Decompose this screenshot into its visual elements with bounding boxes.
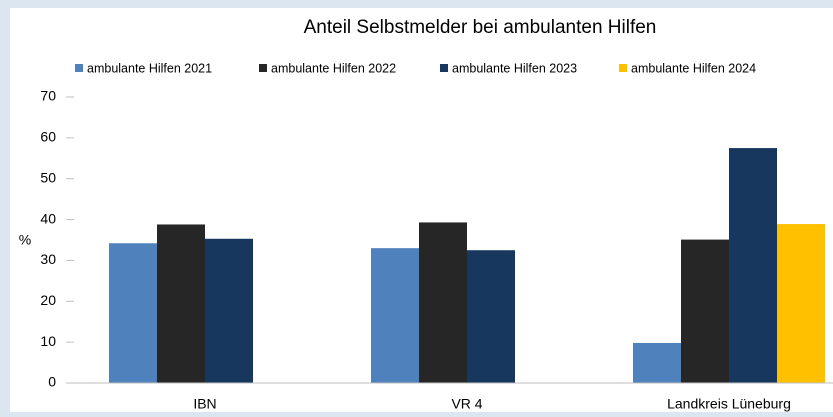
legend-label: ambulante Hilfen 2021 [87, 61, 212, 75]
bar [205, 238, 253, 383]
bar [371, 248, 419, 383]
chart-title: Anteil Selbstmelder bei ambulanten Hilfe… [304, 17, 657, 38]
y-tick-label: 30 [40, 251, 56, 267]
y-tick-label: 40 [40, 210, 56, 226]
x-tick-label: VR 4 [451, 396, 482, 412]
y-tick-label: 50 [40, 169, 56, 185]
legend-swatch [259, 64, 267, 72]
y-tick-label: 20 [40, 292, 56, 308]
bar [157, 224, 205, 383]
y-tick-label: 0 [48, 374, 56, 390]
bar [419, 222, 467, 383]
legend-swatch [440, 64, 448, 72]
legend-swatch [619, 64, 627, 72]
x-tick-label: Landkreis Lüneburg [667, 396, 791, 412]
legend-label: ambulante Hilfen 2022 [271, 61, 396, 75]
bar [633, 342, 681, 383]
legend-label: ambulante Hilfen 2024 [631, 61, 756, 75]
y-tick-label: 70 [40, 88, 56, 104]
bar [109, 243, 157, 383]
y-tick-label: 10 [40, 333, 56, 349]
x-tick-label: IBN [193, 396, 216, 412]
bar [729, 148, 777, 383]
y-tick-label: 60 [40, 129, 56, 145]
y-axis-label: % [19, 232, 31, 248]
bar [777, 224, 825, 383]
legend-label: ambulante Hilfen 2023 [452, 61, 577, 75]
bar [467, 250, 515, 383]
legend-swatch [75, 64, 83, 72]
bar [681, 239, 729, 383]
